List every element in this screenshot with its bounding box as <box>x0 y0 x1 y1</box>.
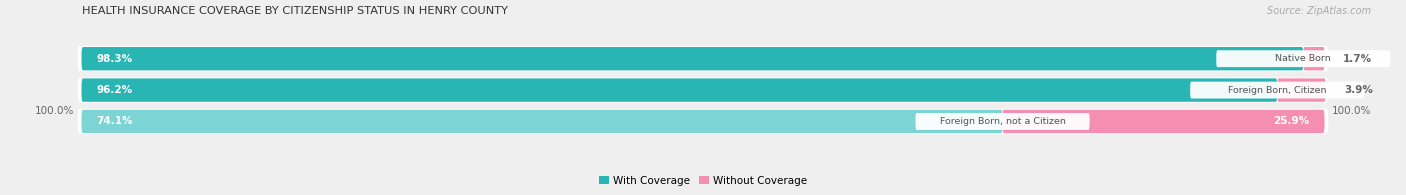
Text: Native Born: Native Born <box>1275 54 1331 63</box>
FancyBboxPatch shape <box>1303 47 1324 70</box>
FancyBboxPatch shape <box>1002 110 1324 133</box>
FancyBboxPatch shape <box>82 110 1002 133</box>
Text: 96.2%: 96.2% <box>97 85 132 95</box>
FancyBboxPatch shape <box>77 46 1329 71</box>
FancyBboxPatch shape <box>915 113 1090 130</box>
Text: Foreign Born, not a Citizen: Foreign Born, not a Citizen <box>939 117 1066 126</box>
FancyBboxPatch shape <box>1277 78 1326 102</box>
FancyBboxPatch shape <box>77 109 1329 134</box>
FancyBboxPatch shape <box>1191 82 1364 98</box>
FancyBboxPatch shape <box>77 77 1329 103</box>
Legend: With Coverage, Without Coverage: With Coverage, Without Coverage <box>595 171 811 190</box>
FancyBboxPatch shape <box>82 47 1303 70</box>
FancyBboxPatch shape <box>1216 50 1391 67</box>
Text: 74.1%: 74.1% <box>97 116 134 127</box>
Text: 3.9%: 3.9% <box>1344 85 1374 95</box>
Text: 100.0%: 100.0% <box>35 106 75 116</box>
Text: 25.9%: 25.9% <box>1274 116 1309 127</box>
Text: 100.0%: 100.0% <box>1331 106 1371 116</box>
Text: Foreign Born, Citizen: Foreign Born, Citizen <box>1227 86 1326 95</box>
Text: HEALTH INSURANCE COVERAGE BY CITIZENSHIP STATUS IN HENRY COUNTY: HEALTH INSURANCE COVERAGE BY CITIZENSHIP… <box>82 6 508 16</box>
Text: 1.7%: 1.7% <box>1343 54 1372 64</box>
FancyBboxPatch shape <box>82 78 1277 102</box>
Text: 98.3%: 98.3% <box>97 54 132 64</box>
Text: Source: ZipAtlas.com: Source: ZipAtlas.com <box>1267 6 1371 16</box>
